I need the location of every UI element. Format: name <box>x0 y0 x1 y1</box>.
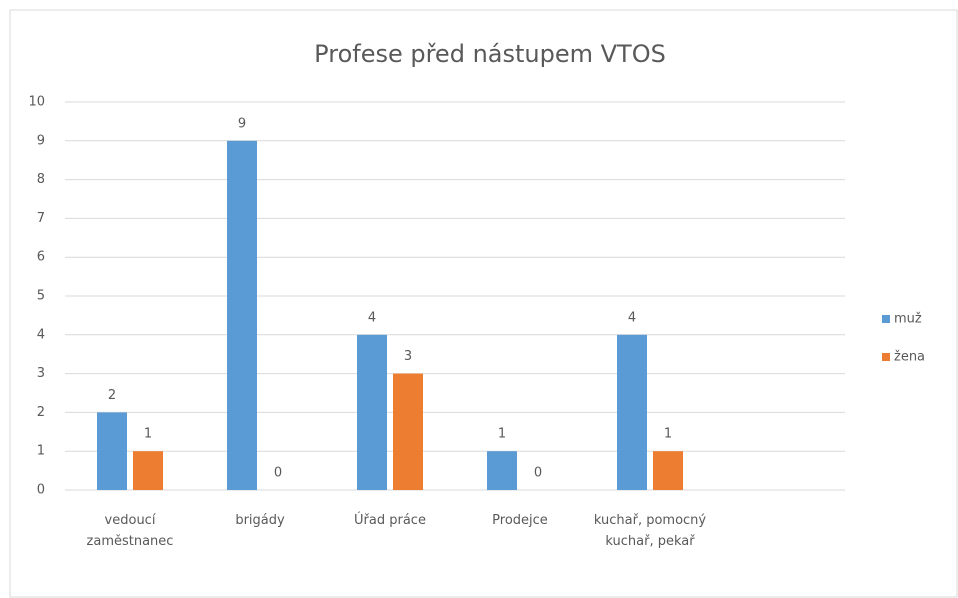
legend-swatch <box>882 315 890 323</box>
data-label: 4 <box>628 310 636 325</box>
x-tick-label: Úřad práce <box>354 513 426 528</box>
y-tick-label: 10 <box>28 95 45 110</box>
data-label: 1 <box>144 427 152 442</box>
bar <box>617 334 647 490</box>
x-tick-label: vedoucí zaměstnanec <box>86 513 174 549</box>
y-tick-label: 2 <box>37 405 45 420</box>
data-label: 3 <box>404 349 412 364</box>
y-tick-label: 4 <box>37 327 45 342</box>
y-tick-label: 5 <box>37 289 45 304</box>
y-tick-label: 6 <box>37 250 45 265</box>
bar <box>357 334 387 490</box>
bar <box>487 451 517 490</box>
y-tick-label: 3 <box>37 366 45 381</box>
x-tick-label: kuchař, pomocný kuchař, pekař <box>593 513 707 549</box>
data-label: 1 <box>664 427 672 442</box>
chart-border <box>9 9 958 598</box>
data-label: 0 <box>274 466 282 481</box>
x-tick-label: brigády <box>235 513 285 528</box>
y-tick-label: 8 <box>37 172 45 187</box>
data-label: 4 <box>368 310 376 325</box>
data-label: 9 <box>238 116 246 131</box>
legend-swatch <box>882 353 890 361</box>
data-label: 2 <box>108 388 116 403</box>
y-tick-label: 1 <box>37 444 45 459</box>
bar <box>227 140 257 491</box>
bar <box>393 373 423 490</box>
data-label: 1 <box>498 427 506 442</box>
chart-title: Profese před nástupem VTOS <box>314 40 666 68</box>
y-tick-label: 7 <box>37 211 45 226</box>
x-tick-label: Prodejce <box>492 513 548 528</box>
bar <box>133 451 163 490</box>
bar <box>97 412 127 490</box>
legend-label: muž <box>894 312 922 327</box>
y-tick-label: 0 <box>37 483 45 498</box>
legend-label: žena <box>894 350 925 365</box>
bar <box>653 451 683 490</box>
y-tick-label: 9 <box>37 133 45 148</box>
data-label: 0 <box>534 466 542 481</box>
